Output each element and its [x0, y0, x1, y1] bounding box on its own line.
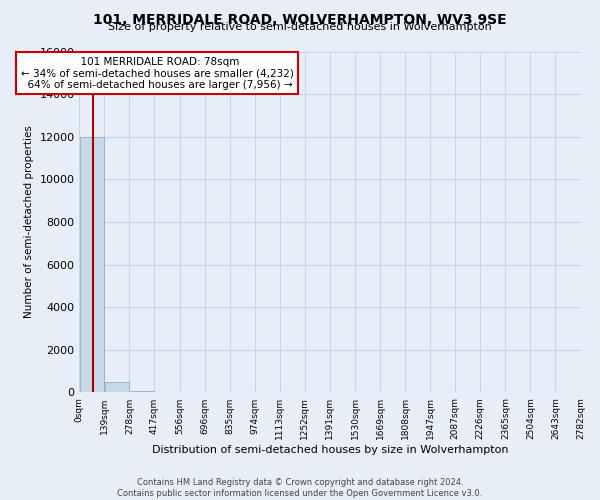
- Text: Contains HM Land Registry data © Crown copyright and database right 2024.
Contai: Contains HM Land Registry data © Crown c…: [118, 478, 482, 498]
- Text: 101 MERRIDALE ROAD: 78sqm
← 34% of semi-detached houses are smaller (4,232)
  64: 101 MERRIDALE ROAD: 78sqm ← 34% of semi-…: [20, 56, 293, 90]
- Text: Size of property relative to semi-detached houses in Wolverhampton: Size of property relative to semi-detach…: [108, 22, 492, 32]
- Bar: [105, 382, 129, 392]
- Y-axis label: Number of semi-detached properties: Number of semi-detached properties: [24, 126, 34, 318]
- Bar: [80, 136, 104, 392]
- Text: 101, MERRIDALE ROAD, WOLVERHAMPTON, WV3 9SE: 101, MERRIDALE ROAD, WOLVERHAMPTON, WV3 …: [93, 12, 507, 26]
- X-axis label: Distribution of semi-detached houses by size in Wolverhampton: Distribution of semi-detached houses by …: [152, 445, 508, 455]
